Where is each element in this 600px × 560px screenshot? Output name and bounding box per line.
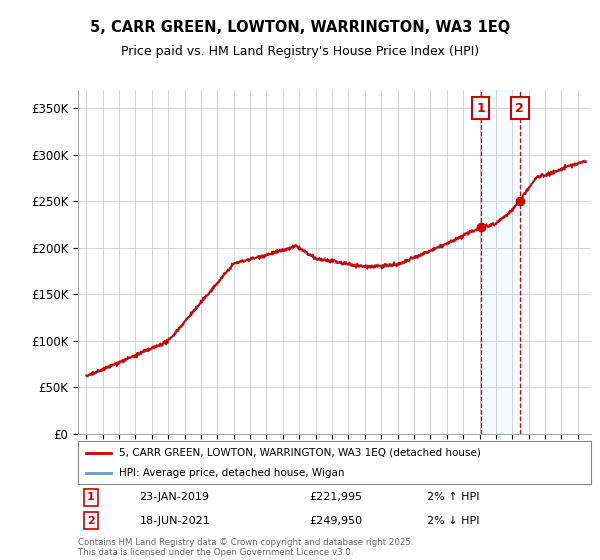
- Text: HPI: Average price, detached house, Wigan: HPI: Average price, detached house, Wiga…: [119, 468, 344, 478]
- Text: Contains HM Land Registry data © Crown copyright and database right 2025.
This d: Contains HM Land Registry data © Crown c…: [78, 538, 413, 557]
- Text: £221,995: £221,995: [309, 492, 362, 502]
- Text: 18-JUN-2021: 18-JUN-2021: [140, 516, 211, 526]
- Text: 5, CARR GREEN, LOWTON, WARRINGTON, WA3 1EQ: 5, CARR GREEN, LOWTON, WARRINGTON, WA3 1…: [90, 20, 510, 35]
- Bar: [481, 90, 520, 434]
- Text: 2: 2: [87, 516, 95, 526]
- Text: 2% ↑ HPI: 2% ↑ HPI: [427, 492, 479, 502]
- Text: £249,950: £249,950: [309, 516, 362, 526]
- Text: 2% ↓ HPI: 2% ↓ HPI: [427, 516, 479, 526]
- Text: 5, CARR GREEN, LOWTON, WARRINGTON, WA3 1EQ (detached house): 5, CARR GREEN, LOWTON, WARRINGTON, WA3 1…: [119, 447, 481, 458]
- Text: 2: 2: [515, 102, 524, 115]
- Text: 1: 1: [476, 102, 485, 115]
- Text: 23-JAN-2019: 23-JAN-2019: [140, 492, 209, 502]
- Text: 1: 1: [87, 492, 95, 502]
- Text: Price paid vs. HM Land Registry's House Price Index (HPI): Price paid vs. HM Land Registry's House …: [121, 45, 479, 58]
